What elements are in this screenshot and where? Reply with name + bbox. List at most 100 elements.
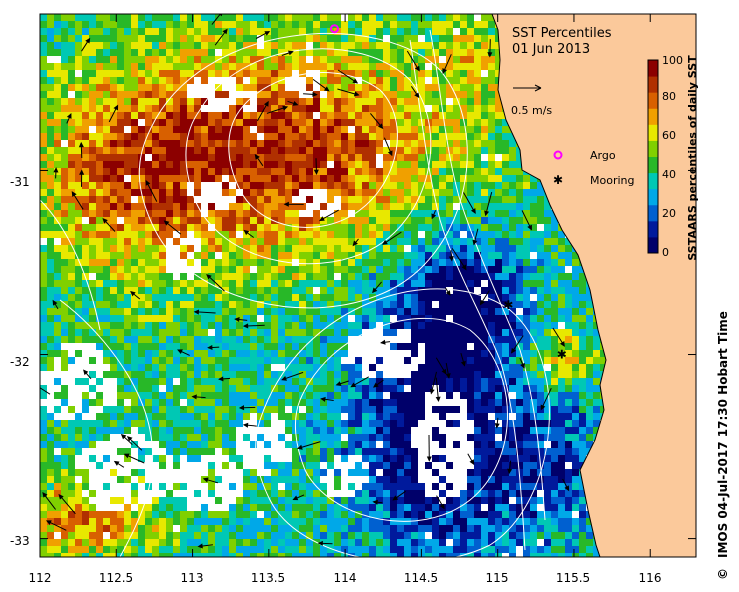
sst-cell (138, 203, 145, 210)
sst-cell (397, 322, 404, 329)
sst-cell (572, 518, 579, 525)
sst-cell (152, 266, 159, 273)
sst-cell (320, 175, 327, 182)
sst-cell (215, 301, 222, 308)
sst-cell (355, 14, 362, 21)
sst-cell (572, 385, 579, 392)
sst-cell (390, 469, 397, 476)
sst-cell (236, 217, 243, 224)
sst-cell (348, 133, 355, 140)
sst-cell (502, 259, 509, 266)
sst-cell (68, 483, 75, 490)
sst-cell (362, 294, 369, 301)
sst-cell (474, 455, 481, 462)
sst-cell (495, 315, 502, 322)
sst-cell (474, 238, 481, 245)
sst-cell (313, 119, 320, 126)
sst-cell (117, 175, 124, 182)
sst-cell (551, 217, 558, 224)
sst-cell (82, 476, 89, 483)
sst-cell (341, 287, 348, 294)
sst-cell (397, 70, 404, 77)
sst-cell (243, 315, 250, 322)
sst-cell (306, 161, 313, 168)
sst-cell (285, 392, 292, 399)
sst-cell (439, 126, 446, 133)
sst-cell (61, 133, 68, 140)
sst-cell (103, 70, 110, 77)
sst-cell (432, 161, 439, 168)
sst-cell (467, 28, 474, 35)
sst-cell (495, 427, 502, 434)
sst-cell (425, 504, 432, 511)
sst-cell (502, 385, 509, 392)
sst-cell (411, 112, 418, 119)
sst-cell (418, 133, 425, 140)
sst-cell (173, 497, 180, 504)
sst-cell (243, 476, 250, 483)
sst-cell (320, 525, 327, 532)
sst-cell (362, 469, 369, 476)
sst-cell (355, 210, 362, 217)
sst-cell (152, 217, 159, 224)
sst-cell (390, 140, 397, 147)
sst-cell (523, 329, 530, 336)
sst-cell (341, 126, 348, 133)
sst-cell (159, 14, 166, 21)
sst-cell (299, 14, 306, 21)
sst-cell (306, 343, 313, 350)
sst-cell (397, 532, 404, 539)
sst-cell (159, 532, 166, 539)
sst-cell (208, 42, 215, 49)
sst-cell (208, 483, 215, 490)
sst-cell (327, 112, 334, 119)
sst-cell (159, 84, 166, 91)
sst-cell (54, 378, 61, 385)
sst-cell (313, 133, 320, 140)
sst-cell (180, 63, 187, 70)
sst-cell (481, 329, 488, 336)
sst-cell (390, 483, 397, 490)
sst-cell (376, 238, 383, 245)
sst-cell (40, 301, 47, 308)
sst-cell (180, 287, 187, 294)
sst-cell (383, 287, 390, 294)
sst-cell (481, 49, 488, 56)
sst-cell (467, 91, 474, 98)
sst-cell (61, 490, 68, 497)
sst-cell (397, 140, 404, 147)
sst-cell (110, 35, 117, 42)
sst-cell (404, 14, 411, 21)
sst-cell (110, 42, 117, 49)
sst-cell (572, 497, 579, 504)
sst-cell (439, 273, 446, 280)
sst-cell (481, 441, 488, 448)
sst-cell (320, 280, 327, 287)
sst-cell (299, 308, 306, 315)
sst-cell (299, 476, 306, 483)
sst-cell (348, 511, 355, 518)
sst-cell (208, 14, 215, 21)
sst-cell (495, 175, 502, 182)
sst-cell (292, 35, 299, 42)
sst-cell (257, 245, 264, 252)
sst-cell (236, 28, 243, 35)
sst-cell (390, 413, 397, 420)
sst-cell (586, 385, 593, 392)
sst-cell (243, 301, 250, 308)
sst-cell (327, 126, 334, 133)
sst-cell (369, 266, 376, 273)
sst-cell (61, 175, 68, 182)
sst-cell (383, 224, 390, 231)
sst-cell (453, 77, 460, 84)
sst-cell (453, 91, 460, 98)
sst-cell (544, 294, 551, 301)
sst-cell (425, 203, 432, 210)
sst-cell (292, 490, 299, 497)
sst-cell (152, 245, 159, 252)
sst-cell (467, 525, 474, 532)
sst-cell (362, 483, 369, 490)
sst-cell (446, 21, 453, 28)
sst-cell (481, 413, 488, 420)
sst-cell (537, 441, 544, 448)
